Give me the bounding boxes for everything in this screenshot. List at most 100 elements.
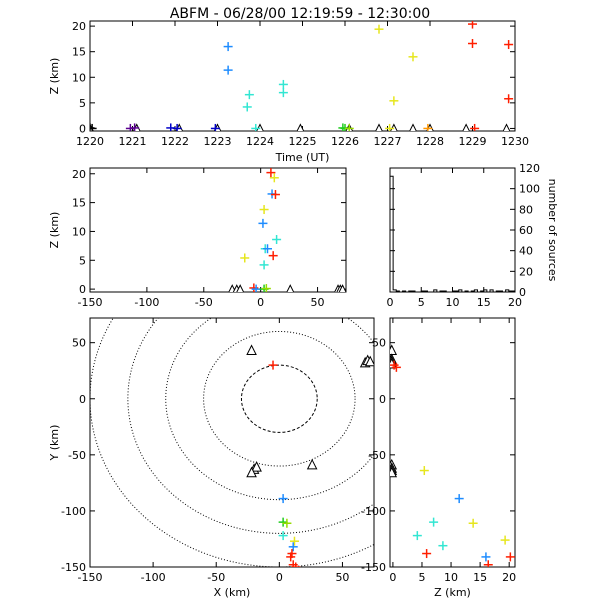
panels: 1220 1221 1222 1223 1224 1225 1226 1227 1228 1229… — [48, 20, 559, 599]
x-tick-label: 1220 — [76, 135, 104, 148]
source-point — [385, 123, 395, 131]
y-axis-label: Y (km) — [48, 425, 61, 462]
y-tick-label: -150 — [61, 561, 86, 574]
x-tick-label: 0 — [389, 571, 396, 584]
x-tick-label: 5 — [418, 571, 425, 584]
histogram-outline — [390, 175, 515, 292]
source-point — [278, 531, 288, 541]
station-marker — [286, 284, 295, 292]
range-ring — [203, 330, 356, 467]
source-point — [278, 517, 288, 527]
source-point — [210, 123, 220, 131]
y-tick-label: 0 — [519, 286, 526, 299]
x-tick-label: 1225 — [289, 135, 317, 148]
station-marker — [390, 344, 398, 356]
y-tick-label: 15 — [72, 197, 86, 210]
source-point — [269, 173, 279, 183]
station-marker — [246, 466, 257, 478]
x-tick-label: 1221 — [119, 135, 147, 148]
x-tick-label: 20 — [502, 571, 516, 584]
x-tick-label: 5 — [418, 296, 425, 309]
y-tick-label: 20 — [72, 20, 86, 33]
source-point — [422, 549, 432, 559]
plot-area — [228, 168, 346, 292]
source-point — [468, 39, 477, 49]
source-point — [429, 517, 439, 527]
station-marker — [236, 284, 245, 292]
height-y-panel: 0 5 10 15 20 -150 -100 -50 0 50 Z (km) — [361, 317, 516, 599]
x-tick-label: 1222 — [161, 135, 189, 148]
source-point — [483, 560, 493, 567]
source-point — [251, 123, 261, 131]
source-point — [289, 536, 299, 546]
y-tick-label: 0 — [79, 122, 86, 135]
x-axis-label: X (km) — [214, 586, 251, 599]
y-tick-label: 100 — [519, 183, 540, 196]
source-point — [90, 123, 97, 131]
plot-frame — [389, 167, 516, 293]
x-tick-label: 1224 — [246, 135, 274, 148]
y-tick-label: -100 — [361, 505, 386, 518]
figure-title: ABFM - 06/28/00 12:19:59 - 12:30:00 — [170, 6, 430, 22]
x-tick-label: -100 — [134, 296, 159, 309]
source-point — [438, 541, 448, 551]
source-point — [223, 65, 233, 75]
source-point — [504, 94, 514, 104]
y-tick-label: 20 — [519, 265, 533, 278]
y-axis-label: Z (km) — [48, 58, 61, 95]
source-point — [268, 360, 278, 370]
source-point — [172, 123, 182, 131]
x-tick-label: -100 — [141, 571, 166, 584]
x-tick-label: 50 — [335, 571, 349, 584]
source-point — [278, 88, 288, 98]
source-point — [261, 284, 271, 292]
source-point — [374, 24, 384, 34]
station-marker — [246, 344, 257, 356]
station-marker — [390, 466, 398, 478]
x-tick-label: -50 — [195, 296, 213, 309]
source-point — [270, 190, 280, 200]
source-point — [504, 40, 514, 50]
source-point — [223, 42, 233, 52]
range-ring — [240, 364, 318, 433]
source-point — [130, 123, 140, 131]
y-tick-label: 20 — [72, 168, 86, 181]
range-ring — [165, 318, 374, 501]
source-point — [423, 123, 433, 131]
source-point — [288, 542, 298, 552]
x-tick-label: 1228 — [416, 135, 444, 148]
y-tick-label: 10 — [72, 71, 86, 84]
source-point — [262, 244, 272, 254]
source-point — [454, 494, 464, 504]
time-height-panel: 1220 1221 1222 1223 1224 1225 1226 1227 1228 1229… — [48, 20, 529, 164]
source-point — [408, 52, 418, 62]
source-point — [242, 102, 252, 112]
y-tick-label: 80 — [519, 203, 533, 216]
y-tick-label: 5 — [79, 254, 86, 267]
x-tick-label: -50 — [207, 571, 225, 584]
x-axis-label: Time (UT) — [275, 151, 330, 164]
y-tick-label: 0 — [379, 393, 386, 406]
source-point — [505, 552, 515, 562]
x-tick-label: -150 — [78, 571, 103, 584]
source-point — [468, 518, 478, 528]
source-point — [268, 251, 278, 261]
x-tick-label: 50 — [311, 296, 325, 309]
y-tick-label: 15 — [72, 46, 86, 59]
y-tick-label: 0 — [79, 393, 86, 406]
plot-frame — [89, 20, 516, 132]
station-marker — [409, 123, 417, 131]
source-point — [500, 535, 510, 545]
station-marker — [251, 461, 262, 472]
source-point — [272, 235, 282, 245]
x-tick-label: 0 — [387, 296, 394, 309]
station-marker — [296, 123, 305, 131]
source-point — [391, 362, 401, 372]
source-point — [468, 21, 477, 29]
plot-frame — [389, 317, 516, 568]
source-point — [282, 518, 292, 528]
y-tick-label: -50 — [68, 449, 86, 462]
y-tick-label: -50 — [368, 449, 386, 462]
plot-area — [390, 175, 515, 292]
y-tick-label: 5 — [79, 97, 86, 110]
